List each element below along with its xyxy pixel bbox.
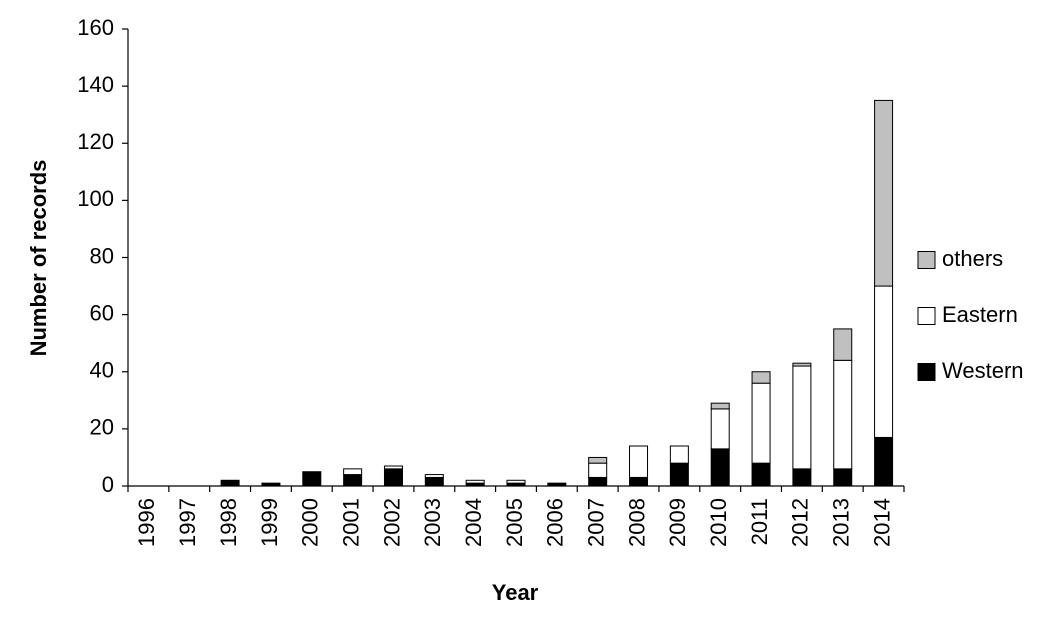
bar-western-2001 [343, 474, 363, 487]
axes-layer: 0 20 40 60 80 100 120 140 160 1996 1997 1998 1999 200… [77, 15, 905, 547]
bar-western-2002 [383, 468, 403, 487]
bar-others-2010 [710, 402, 730, 410]
bar-others-2011 [751, 371, 771, 384]
bar-western-2013 [833, 468, 853, 487]
bar-western-2000 [302, 471, 322, 487]
bar-eastern-2005 [506, 479, 526, 484]
bar-eastern-2008 [629, 445, 649, 478]
legend-swatch-western [917, 363, 936, 381]
bar-eastern-2013 [833, 359, 853, 470]
legend-label-eastern: Eastern [942, 302, 1018, 327]
bar-western-2009 [669, 462, 689, 487]
bar-eastern-2004 [465, 479, 485, 484]
bar-western-2003 [424, 476, 444, 487]
bar-western-2008 [629, 476, 649, 487]
y-tick-label-160: 160 [77, 15, 114, 40]
bar-eastern-2003 [424, 474, 444, 478]
legend: others Eastern Western [917, 246, 1024, 383]
bar-others-2007 [588, 456, 608, 464]
bar-western-2007 [588, 476, 608, 487]
x-tick-label-2007: 2007 [583, 498, 608, 547]
x-tick-label-1997: 1997 [175, 498, 200, 547]
bar-others-2012 [792, 362, 812, 367]
x-axis-title: Year [492, 580, 539, 605]
bar-eastern-2009 [669, 445, 689, 464]
x-tick-label-2012: 2012 [788, 498, 813, 547]
bar-eastern-2014 [874, 285, 894, 438]
bar-eastern-2007 [588, 462, 608, 478]
legend-swatch-others [917, 251, 936, 269]
y-axis-title: Number of records [26, 160, 51, 357]
bar-eastern-2011 [751, 382, 771, 464]
x-tick-label-2009: 2009 [665, 498, 690, 547]
legend-label-others: others [942, 246, 1003, 271]
bar-western-2014 [874, 436, 894, 487]
bar-eastern-2010 [710, 408, 730, 450]
y-tick-label-100: 100 [77, 186, 114, 211]
y-tick-label-20: 20 [90, 415, 114, 440]
bar-others-2014 [874, 99, 894, 287]
legend-swatch-eastern [917, 307, 936, 325]
x-tick-label-2003: 2003 [420, 498, 445, 547]
x-tick-label-2008: 2008 [624, 498, 649, 547]
y-tick-label-40: 40 [90, 358, 114, 383]
bars-layer [220, 99, 894, 487]
bar-western-1998 [220, 479, 240, 487]
y-tick-label-80: 80 [90, 243, 114, 268]
x-tick-label-2010: 2010 [706, 498, 731, 547]
x-tick-label-2011: 2011 [747, 498, 772, 545]
x-tick-label-2000: 2000 [298, 498, 323, 547]
x-tick-label-2013: 2013 [829, 498, 854, 547]
x-tick-label-2004: 2004 [461, 498, 486, 547]
bar-western-2012 [792, 468, 812, 487]
x-tick-label-2006: 2006 [543, 498, 568, 547]
bar-western-2010 [710, 448, 730, 487]
x-tick-label-1998: 1998 [216, 498, 241, 547]
y-tick-label-0: 0 [102, 472, 114, 497]
x-tick-label-2002: 2002 [379, 498, 404, 547]
y-tick-label-140: 140 [77, 72, 114, 97]
bar-eastern-2012 [792, 365, 812, 470]
x-tick-label-2005: 2005 [502, 498, 527, 547]
y-tick-label-60: 60 [90, 300, 114, 325]
x-tick-label-2001: 2001 [338, 498, 363, 547]
bar-western-2011 [751, 462, 771, 487]
legend-label-western: Western [942, 358, 1024, 383]
bar-eastern-2002 [383, 465, 403, 470]
x-tick-label-2014: 2014 [869, 498, 894, 547]
y-tick-label-120: 120 [77, 129, 114, 154]
bar-eastern-2001 [343, 468, 363, 476]
x-tick-label-1999: 1999 [257, 498, 282, 547]
bar-others-2013 [833, 328, 853, 361]
x-tick-label-1996: 1996 [134, 498, 159, 547]
